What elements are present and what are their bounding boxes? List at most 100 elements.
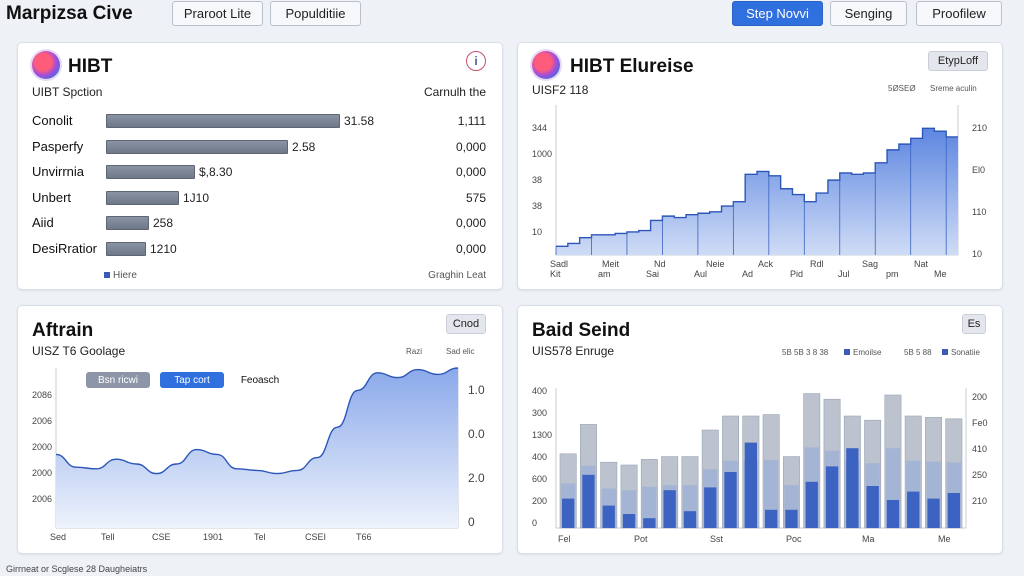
x-tick-label: Ack [758,259,774,269]
blue-bar [744,442,757,528]
x-tick-label: Meit [602,259,620,269]
blue-bar [704,487,717,528]
row-label: Aiid [32,215,54,230]
x-tick-label: Tel [254,532,266,542]
y-tick-label: 600 [532,474,547,484]
x-tick-label: pm [886,269,899,279]
blue-bar [663,490,676,528]
y-tick-label: 2000 [32,468,52,478]
x-tick-label: Sai [646,269,659,279]
hibt-logo-icon [532,51,560,79]
legend-d-label: Sonatiie [951,348,980,357]
etyploff-button[interactable]: EtypLoff [928,51,988,71]
row-label: Unbert [32,189,72,205]
x-tick-label: Pid [790,269,803,279]
x-tick-label: Pot [634,534,648,544]
bar [106,165,195,179]
x-tick-label: Nat [914,259,929,269]
right-value: 0,000 [455,165,486,179]
tap-cort-pill[interactable]: Tap cort [160,372,224,388]
y-tick-label-right: El0 [972,165,985,175]
x-tick-label: T66 [356,532,372,542]
y-tick-label-right: 200 [972,392,987,402]
aftrain-panel: Aftrain Cnod UISZ T6 Goolage Razi Sad el… [18,306,502,553]
x-tick-label: CSE [152,532,171,542]
right-value: 0,000 [455,139,486,154]
y-tick-label-right: 210 [972,496,987,506]
y-tick-label-right: 0.0 [468,427,485,441]
bsn-ricwi-pill[interactable]: Bsn ricwi [86,372,150,388]
legend: Hiere [104,270,137,281]
hibt-bar-panel: HIBT i UIBT Spction Carnulh the Conolit 3… [18,43,502,289]
praroot-lite-button[interactable]: Praroot Lite [172,1,263,26]
bar-value-label: 2.58 [292,139,316,154]
y-tick-label-right: 410 [972,444,987,454]
x-tick-label: Kit [550,269,561,279]
es-button[interactable]: Es [962,314,986,334]
bar-value-label: 1210 [150,241,177,256]
y-tick-label: 300 [532,408,547,418]
series-line [55,367,459,475]
step-novvi-button[interactable]: Step Novvi [732,1,823,26]
legend-c: 5B 5 88 [904,348,932,357]
y-tick-label-right: 0 [468,515,475,529]
y-tick-label: 10 [532,227,542,237]
cnod-button[interactable]: Cnod [446,314,486,334]
x-tick-label: CSEI [305,532,326,542]
footer-note: Girrneat or Scglese 28 Daugheiatrs [6,564,148,574]
panel-subtitle: UISF2 118 [532,83,589,97]
grouped-bar-chart: 400 300 1300 400 600 200 0 200 Fe0 410 250 210 Fel Po… [532,386,988,544]
y-tick-label: 2006 [32,494,52,504]
feoasch-pill[interactable]: Feoasch [230,372,290,388]
blue-bar [724,472,737,528]
panel-title: Baid Seind [532,320,631,341]
blue-bar [927,498,940,528]
bar [106,114,340,128]
proofilew-button[interactable]: Proofilew [916,1,1002,26]
y-tick-label: 200 [532,496,547,506]
x-tick-label: Aul [694,269,707,279]
info-icon[interactable]: i [466,51,486,71]
y-tick-label: 38 [532,175,542,185]
senging-button[interactable]: Senging [830,1,907,26]
blue-bar [602,505,615,528]
legend-b-label: Emoilse [853,348,882,357]
y-tick-label: 0 [532,518,537,528]
blue-bar [805,481,818,528]
area-fill [556,128,958,255]
y-tick-label: 400 [532,386,547,396]
legend-label: Hiere [113,270,137,281]
right-column-header: Carnulh the [423,85,486,99]
blue-bar [765,509,778,528]
y-tick-label: 2086 [32,390,52,400]
x-tick-label: am [598,269,611,279]
x-tick-label: Nd [654,259,666,269]
x-tick-label: Neie [706,259,725,269]
populditiie-button[interactable]: Populditiie [270,1,361,26]
bar-value-label: 1J10 [183,190,210,205]
right-value: 0,000 [455,216,486,230]
blue-bar [907,491,920,528]
y-tick-label-right: 210 [972,123,987,133]
y-tick-label-right: 110 [972,207,986,217]
legend-a: 5ØSEØ [888,84,916,93]
row-label: DesiRratior [32,240,98,256]
y-tick-label: 1300 [532,430,552,440]
top-toolbar: Marpizsa Cive Praroot Lite Populditiie S… [0,0,1024,30]
bar-value-label: $,8.30 [199,165,233,179]
y-tick-label-right: Fe0 [972,418,988,428]
blue-bar [886,500,900,528]
legend-swatch [844,349,850,355]
blue-bar [643,518,656,528]
blue-bar [683,511,697,528]
right-value: 0,000 [455,241,486,256]
legend-b: Emoilse [844,348,881,357]
y-tick-label: 38 [532,201,542,211]
panel-title: Aftrain [32,320,94,341]
blue-bar [947,493,960,528]
step-area-chart: 344 1000 38 38 10 210 El0 110 10 Sadl Meit Nd Neie Ac… [532,105,987,279]
bar [106,139,288,154]
blue-bar [785,509,798,528]
y-tick-label-right: 250 [972,470,987,480]
legend-b: Sreme aculin [930,84,977,93]
